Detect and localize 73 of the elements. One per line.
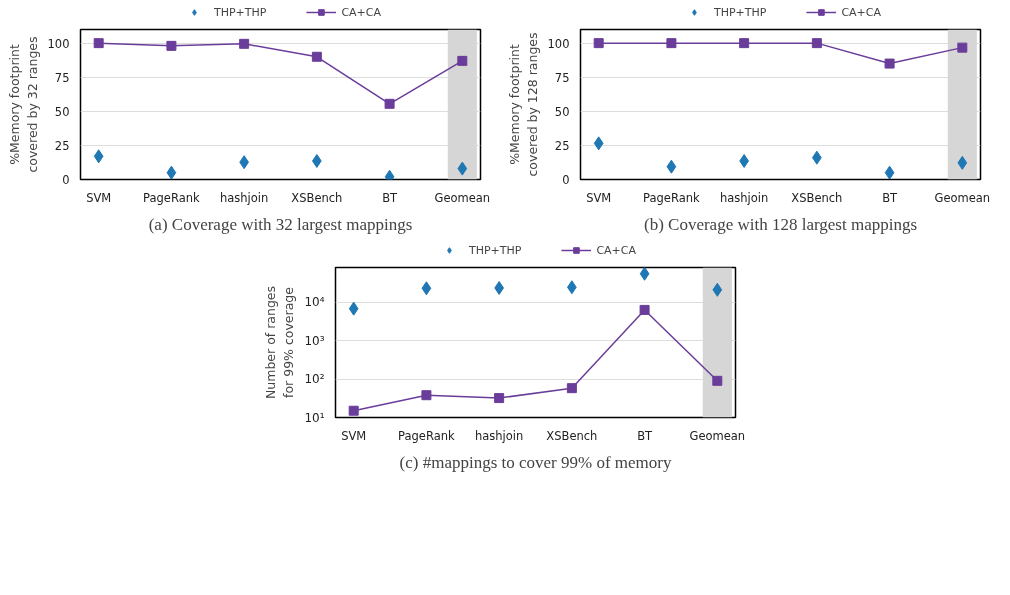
y-tick-label: 50 [554, 104, 570, 119]
y-tick-label: 10³ [304, 333, 325, 348]
y-tick-label: 75 [554, 70, 570, 85]
y-axis-title: %Memory footprint covered by 32 ranges [6, 36, 40, 173]
point [384, 98, 395, 109]
point [593, 136, 604, 151]
y-tick-label: 25 [54, 138, 70, 153]
point [712, 375, 723, 386]
point [93, 38, 104, 49]
x-tick-label: XSBench [791, 190, 843, 205]
x-tick-label: BT [882, 190, 899, 205]
y-tick-label: 10⁴ [304, 295, 325, 310]
x-tick-label: BT [382, 190, 399, 205]
point [712, 282, 723, 297]
x-tick-label: hashjoin [474, 428, 524, 443]
legend-label: CA+CA [841, 5, 882, 19]
point [311, 51, 322, 62]
point [811, 38, 822, 49]
x-tick-label: PageRank [398, 428, 456, 443]
point [166, 40, 177, 51]
x-tick-label: Geomean [934, 190, 991, 205]
point [639, 267, 650, 281]
point [666, 159, 677, 174]
point [739, 38, 750, 49]
point [348, 301, 359, 316]
x-tick-label: XSBench [291, 190, 343, 205]
x-tick-label: XSBench [546, 428, 598, 443]
point [421, 281, 432, 296]
y-axis-title: %Memory footprint covered by 128 ranges [506, 32, 540, 177]
text: (a) Coverage with 32 largest mappings [148, 214, 413, 234]
point [421, 390, 432, 401]
point [348, 405, 359, 416]
point [593, 38, 604, 49]
point [957, 42, 968, 53]
legend-label: THP+THP [468, 243, 522, 257]
x-tick-label: Geomean [689, 428, 746, 443]
y-tick-label: 100 [547, 36, 570, 51]
y-tick-label: 10² [304, 372, 325, 387]
x-tick-label: hashjoin [719, 190, 769, 205]
legend-label: THP+THP [713, 5, 767, 19]
legend-label: THP+THP [213, 5, 267, 19]
point [494, 393, 505, 404]
y-tick-label: 75 [54, 70, 70, 85]
point [884, 165, 895, 180]
point [639, 304, 650, 315]
y-tick-label: 100 [47, 36, 70, 51]
text: (c) #mappings to cover 99% of memory [399, 452, 672, 472]
x-tick-label: PageRank [643, 190, 701, 205]
legend-label: CA+CA [596, 243, 637, 257]
x-tick-label: hashjoin [219, 190, 269, 205]
point [884, 58, 895, 69]
x-tick-label: SVM [86, 190, 112, 205]
y-axis-title: Number of ranges for 99% coverage [263, 285, 297, 400]
y-tick-label: 50 [54, 104, 70, 119]
point [457, 55, 468, 66]
y-tick-label: 0 [562, 173, 570, 187]
x-tick-label: Geomean [434, 190, 491, 205]
point [666, 38, 677, 49]
point [239, 38, 250, 49]
point [166, 165, 177, 180]
legend-label: CA+CA [341, 5, 382, 19]
x-tick-label: SVM [586, 190, 612, 205]
y-tick-label: 0 [62, 173, 70, 187]
x-tick-label: PageRank [143, 190, 201, 205]
x-tick-label: BT [637, 428, 654, 443]
text: (b) Coverage with 128 largest mappings [643, 214, 918, 234]
point [566, 383, 577, 394]
x-tick-label: SVM [341, 428, 367, 443]
point [957, 155, 968, 170]
point [93, 149, 104, 164]
y-tick-label: 25 [554, 138, 570, 153]
point [457, 161, 468, 176]
y-tick-label: 10¹ [304, 410, 325, 425]
